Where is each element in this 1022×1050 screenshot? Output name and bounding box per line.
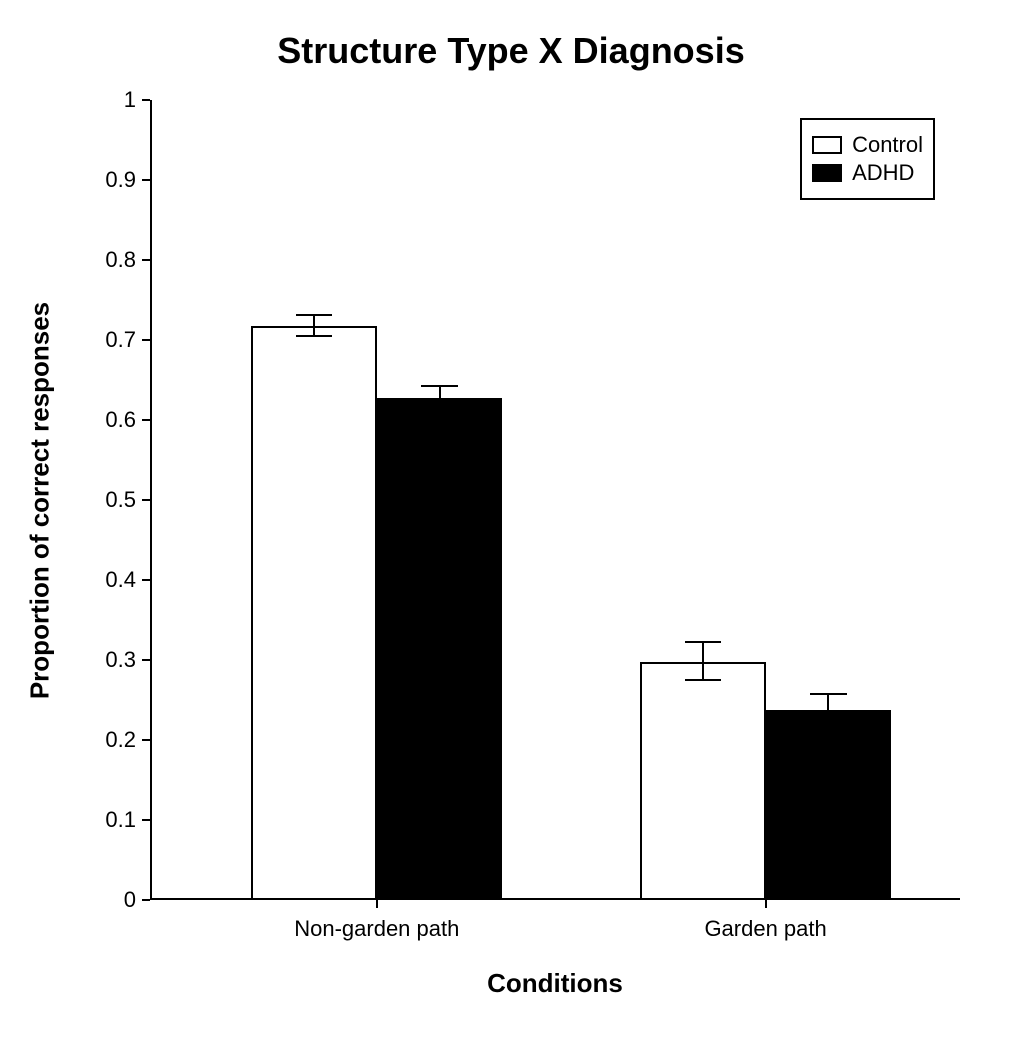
y-axis-line: [150, 100, 152, 900]
bar: [377, 398, 503, 900]
error-bar-cap-bottom: [810, 725, 846, 727]
y-tick: [142, 899, 150, 901]
bar: [251, 326, 377, 900]
y-tick-label: 0.5: [105, 487, 136, 513]
y-tick: [142, 259, 150, 261]
y-tick-label: 0.3: [105, 647, 136, 673]
legend-label: Control: [852, 132, 923, 158]
error-bar-cap-bottom: [296, 335, 332, 337]
y-tick: [142, 579, 150, 581]
y-tick: [142, 419, 150, 421]
legend-item: ADHD: [812, 160, 923, 186]
error-bar-stem: [313, 315, 315, 336]
error-bar-cap-top: [685, 641, 721, 643]
y-tick-label: 0.2: [105, 727, 136, 753]
y-tick: [142, 499, 150, 501]
y-tick-label: 0.4: [105, 567, 136, 593]
y-tick-label: 0.9: [105, 167, 136, 193]
y-tick-label: 1: [124, 87, 136, 113]
y-tick: [142, 179, 150, 181]
y-tick-label: 0.7: [105, 327, 136, 353]
x-tick: [376, 900, 378, 908]
y-axis-label: Proportion of correct responses: [25, 301, 56, 701]
error-bar-cap-bottom: [685, 679, 721, 681]
y-tick-label: 0.1: [105, 807, 136, 833]
error-bar-cap-top: [421, 385, 457, 387]
error-bar-cap-top: [810, 693, 846, 695]
x-axis-label: Conditions: [150, 968, 960, 999]
x-tick-label: Garden path: [616, 916, 916, 942]
y-tick: [142, 659, 150, 661]
legend: ControlADHD: [800, 118, 935, 200]
y-tick: [142, 99, 150, 101]
y-tick-label: 0: [124, 887, 136, 913]
error-bar-stem: [702, 642, 704, 680]
error-bar-stem: [827, 694, 829, 726]
chart-title: Structure Type X Diagnosis: [0, 30, 1022, 72]
chart-container: Structure Type X Diagnosis Proportion of…: [0, 0, 1022, 1050]
y-tick: [142, 339, 150, 341]
legend-item: Control: [812, 132, 923, 158]
bar: [766, 710, 892, 900]
error-bar-cap-bottom: [421, 409, 457, 411]
error-bar-cap-top: [296, 314, 332, 316]
y-tick-label: 0.8: [105, 247, 136, 273]
x-tick-label: Non-garden path: [227, 916, 527, 942]
error-bar-stem: [439, 386, 441, 410]
plot-area: [150, 100, 960, 900]
bar: [640, 662, 766, 900]
y-tick-label: 0.6: [105, 407, 136, 433]
y-tick: [142, 739, 150, 741]
legend-label: ADHD: [852, 160, 914, 186]
legend-swatch: [812, 136, 842, 154]
x-tick: [765, 900, 767, 908]
legend-swatch: [812, 164, 842, 182]
y-tick: [142, 819, 150, 821]
